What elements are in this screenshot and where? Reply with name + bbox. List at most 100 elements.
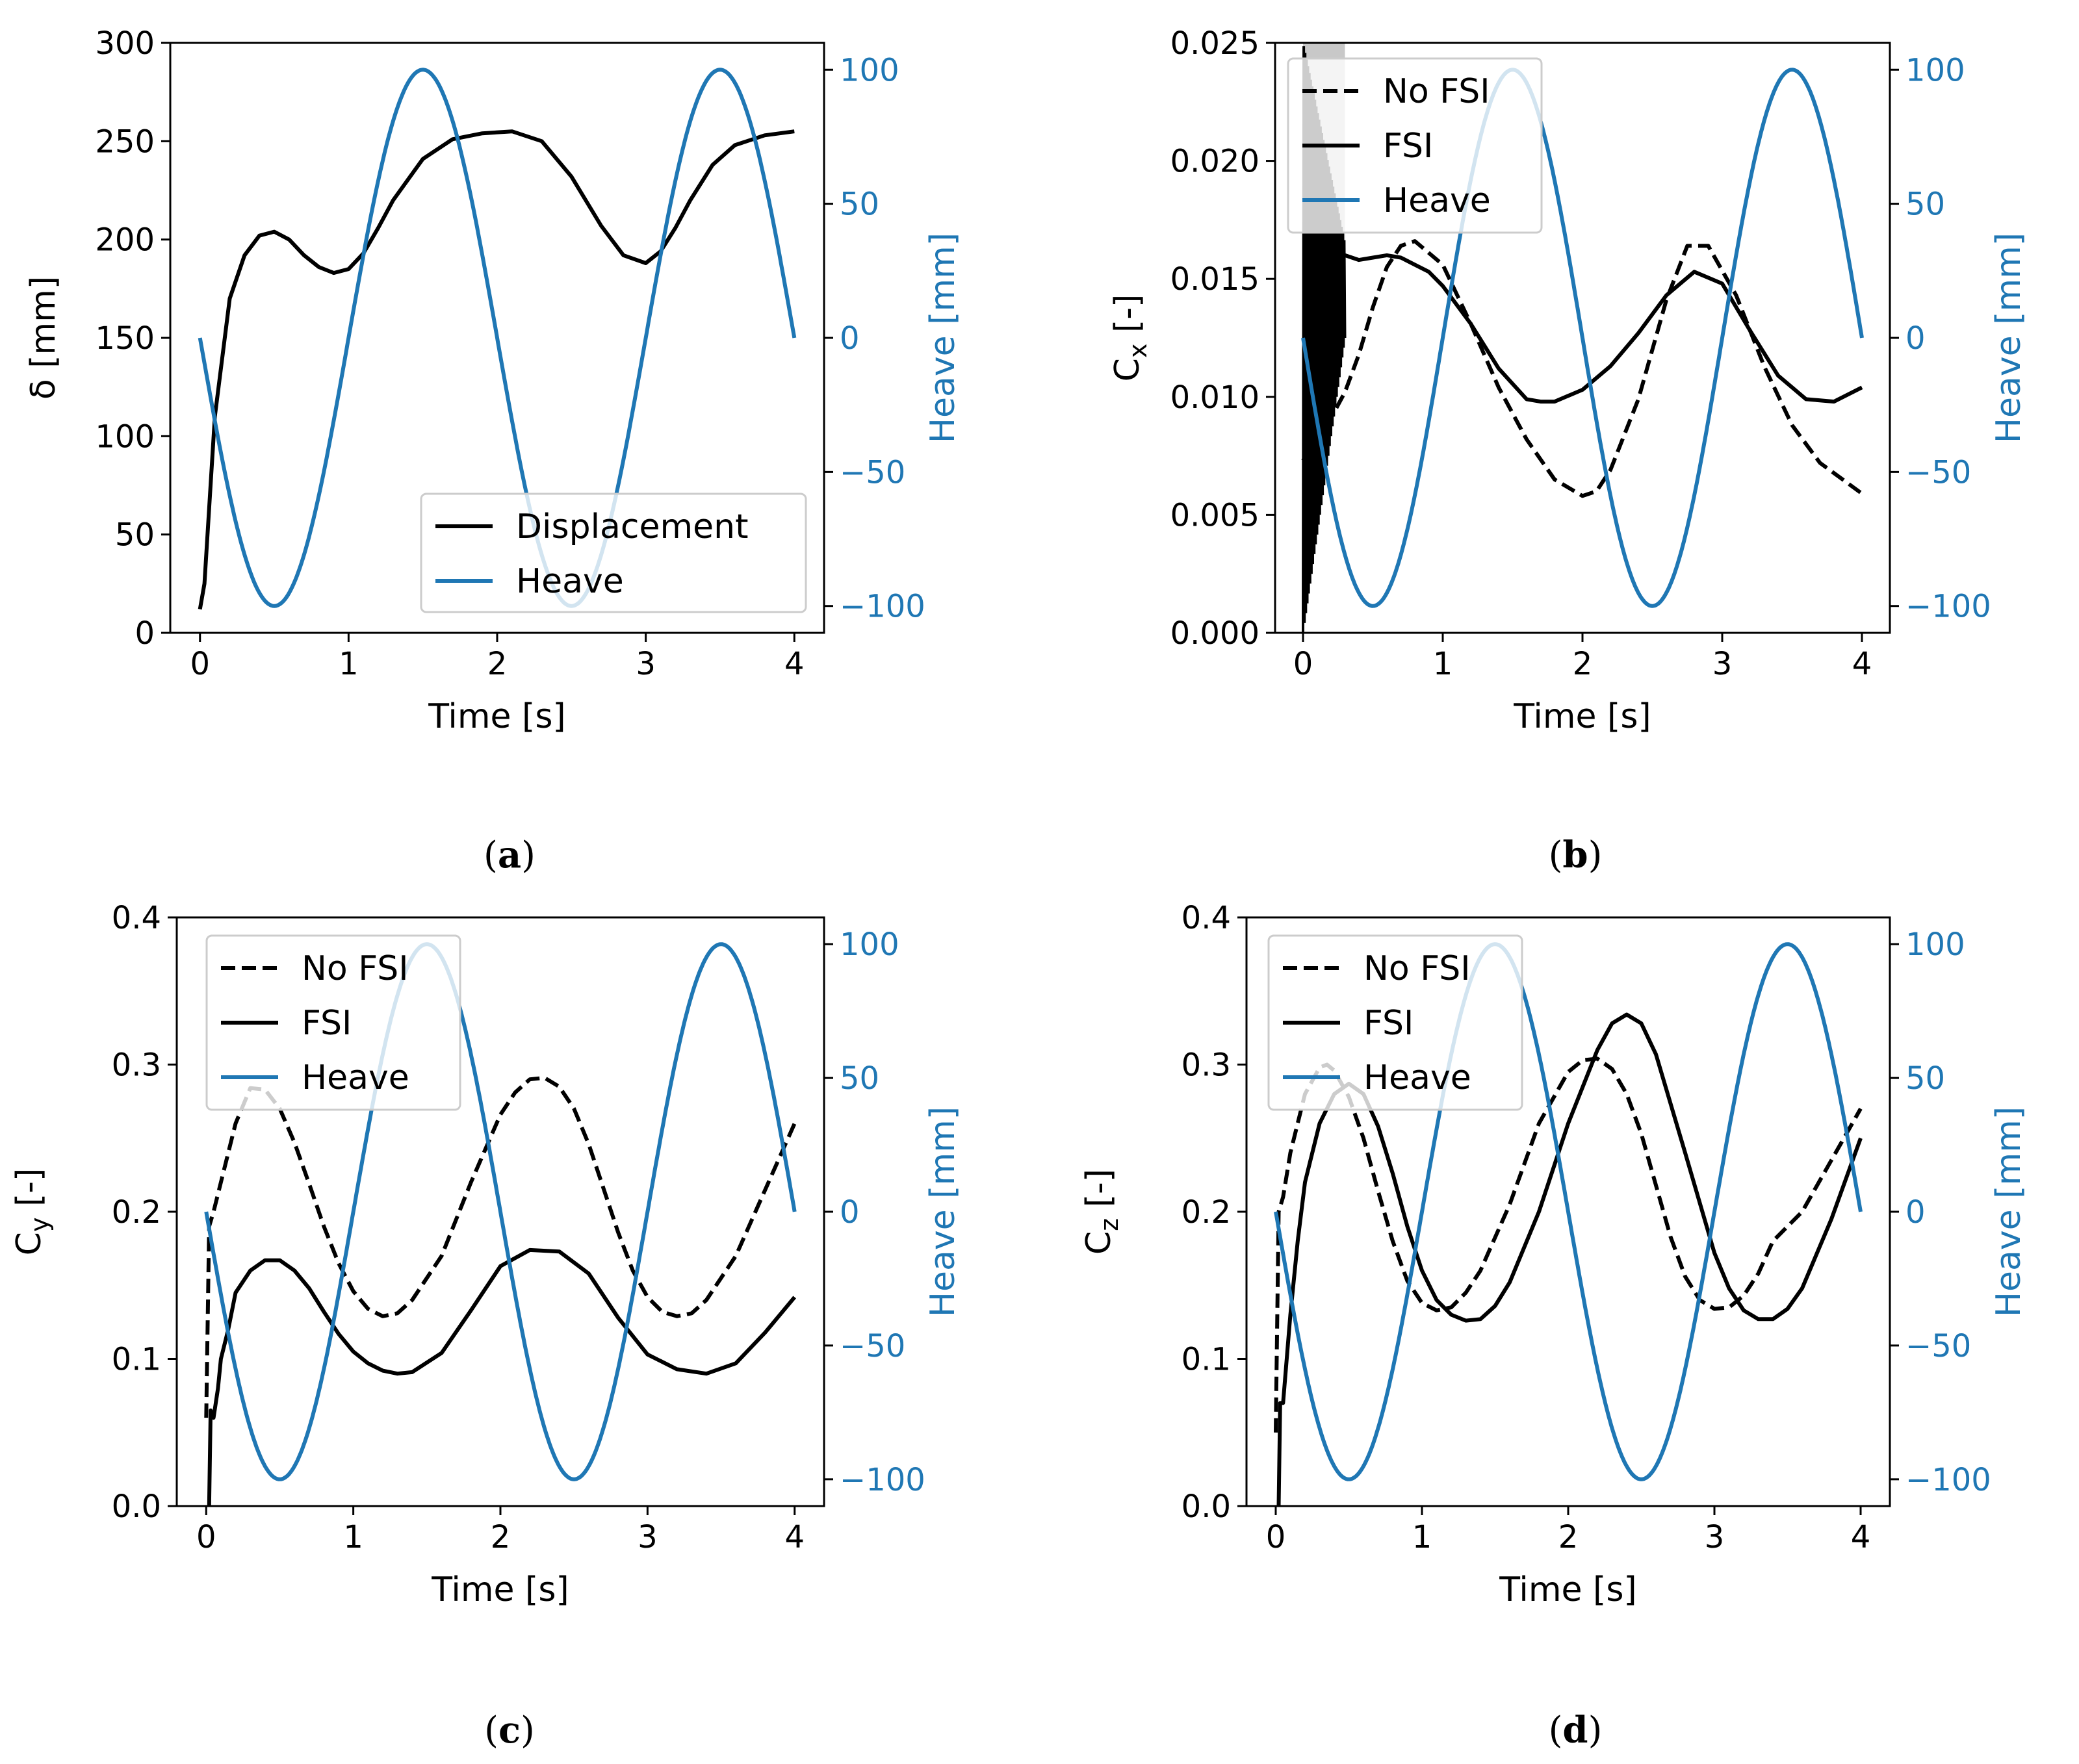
y-axis-label: δ [mm] [24, 276, 63, 400]
x-axis-label: Time [s] [431, 1570, 569, 1609]
y-tick-label: 0.000 [1170, 615, 1259, 652]
panel-b-series-heave [1301, 68, 1864, 608]
y-tick-label: 100 [95, 418, 155, 455]
legend-box [1267, 934, 1523, 1111]
heave-tick-label: 100 [840, 927, 899, 963]
panel-b-plot-layer: 0 1 2 3 4 0.000 0.005 0.010 0.015 0.020 0.025 −100 −… [1108, 25, 2028, 736]
legend-label: Heave [302, 1058, 409, 1097]
heave-tick-label: −50 [1905, 454, 1971, 491]
heave-tick-label: −100 [840, 589, 925, 625]
heave-tick-label: −100 [840, 1462, 925, 1498]
legend-label: Displacement [516, 507, 748, 546]
heave-tick-label: 50 [840, 186, 879, 223]
panel-a-series-heave [198, 68, 797, 608]
panel-b: 0 1 2 3 4 0.000 0.005 0.010 0.015 0.020 0.025 −100 −… [1108, 25, 2028, 876]
panel-d-caption: (d) [1549, 1709, 1603, 1752]
heave-tick-label: −100 [1905, 589, 1991, 625]
panel-d-plot-layer: 0 1 2 3 4 0.0 0.1 0.2 0.3 0.4 −100 −50 0 50 100 Time [s… [1079, 900, 2028, 1609]
x-axis-label: Time [s] [428, 697, 565, 736]
legend-label: Heave [1363, 1058, 1471, 1097]
x-tick-label: 0 [196, 1519, 216, 1555]
panel-d-legend: No FSI FSI Heave [1267, 934, 1523, 1111]
heave-tick-label: 50 [1905, 1060, 1945, 1097]
heave-tick-label: 0 [840, 1194, 860, 1231]
x-tick-label: 4 [784, 646, 805, 682]
panel-c-legend: No FSI FSI Heave [205, 934, 461, 1111]
y-tick-label: 0.015 [1170, 261, 1259, 298]
y-tick-label: 0.005 [1170, 497, 1259, 533]
y-axis-label: Cy [-] [10, 1168, 54, 1256]
x-tick-label: 2 [491, 1519, 511, 1555]
x-tick-label: 1 [339, 646, 359, 682]
y-tick-label: 250 [95, 123, 155, 160]
x-tick-label: 3 [1705, 1519, 1725, 1555]
heave-tick-label: 100 [840, 52, 899, 88]
x-tick-label: 3 [638, 1519, 658, 1555]
panel-b-series-no-fsi [1301, 239, 1863, 498]
y-tick-label: 0.4 [1182, 900, 1231, 936]
heave-tick-label: 100 [1905, 52, 1965, 88]
x-tick-label: 3 [1712, 646, 1733, 682]
y-tick-label: 0.1 [112, 1342, 161, 1378]
heave-tick-label: 0 [840, 320, 860, 357]
panel-c-plot-layer: 0 1 2 3 4 0.0 0.1 0.2 0.3 0.4 −100 −50 0 50 100 Time [s… [10, 900, 962, 1609]
x-tick-label: 2 [1558, 1519, 1579, 1555]
heave-tick-label: −100 [1905, 1462, 1991, 1498]
x-tick-label: 2 [487, 646, 508, 682]
y-tick-label: 300 [95, 25, 155, 62]
heave-axis-label: Heave [mm] [1989, 233, 2028, 443]
x-tick-label: 1 [343, 1519, 363, 1555]
legend-label: FSI [1363, 1004, 1414, 1043]
y-tick-label: 0.2 [1182, 1194, 1231, 1231]
y-tick-label: 0.2 [112, 1194, 161, 1231]
y-tick-label: 200 [95, 222, 155, 259]
legend-label: FSI [1383, 127, 1433, 166]
heave-axis-label: Heave [mm] [1989, 1106, 2028, 1317]
x-tick-label: 0 [1293, 646, 1313, 682]
heave-tick-label: 50 [1905, 186, 1945, 223]
legend-label: No FSI [1363, 949, 1471, 988]
x-tick-label: 4 [1852, 646, 1872, 682]
panel-b-legend: No FSI FSI Heave [1287, 57, 1543, 234]
y-tick-label: 0.3 [1182, 1047, 1231, 1084]
panel-c-series-fsi [207, 1247, 797, 1506]
x-tick-label: 0 [1266, 1519, 1286, 1555]
panel-a: 0 1 2 3 4 0 50 100 150 200 250 300 −100 −50 0 50 100 Time… [24, 25, 962, 876]
legend-label: Heave [1383, 181, 1491, 220]
panel-d-series-no-fsi [1274, 1056, 1863, 1433]
panel-c-series-heave [204, 942, 797, 1481]
heave-axis-label: Heave [mm] [923, 233, 962, 443]
panel-a-plot-layer: 0 1 2 3 4 0 50 100 150 200 250 300 −100 −50 0 50 100 Time… [24, 25, 962, 736]
panel-c: 0 1 2 3 4 0.0 0.1 0.2 0.3 0.4 −100 −50 0 50 100 Time [s… [10, 900, 962, 1752]
y-tick-label: 0.0 [112, 1489, 161, 1525]
panel-b-series-fsi [1344, 253, 1863, 404]
panel-a-caption: (a) [484, 834, 536, 876]
y-tick-label: 0.3 [112, 1047, 161, 1084]
y-axis-label: Cz [-] [1079, 1169, 1124, 1255]
y-tick-label: 0 [135, 615, 155, 652]
panel-a-legend: Displacement Heave [420, 492, 807, 613]
panel-c-series [204, 942, 797, 1506]
x-axis-label: Time [s] [1499, 1570, 1636, 1609]
legend-box [420, 492, 807, 613]
legend-label: No FSI [302, 949, 409, 988]
legend-box [1287, 57, 1543, 234]
heave-tick-label: 0 [1905, 1194, 1926, 1231]
x-tick-label: 2 [1573, 646, 1593, 682]
legend-label: FSI [302, 1004, 352, 1043]
y-tick-label: 0.1 [1182, 1342, 1231, 1378]
heave-tick-label: −50 [1905, 1328, 1971, 1364]
y-tick-label: 0.025 [1170, 25, 1259, 62]
heave-tick-label: 0 [1905, 320, 1926, 357]
panel-c-series-no-fsi [204, 1075, 797, 1418]
y-tick-label: 0.0 [1182, 1489, 1231, 1525]
heave-axis-label: Heave [mm] [923, 1106, 962, 1317]
heave-tick-label: −50 [840, 1328, 905, 1364]
heave-tick-label: 50 [840, 1060, 879, 1097]
y-tick-label: 0.010 [1170, 379, 1259, 416]
panel-a-series [198, 68, 797, 610]
panel-d-series-heave [1274, 942, 1863, 1481]
x-tick-label: 1 [1412, 1519, 1432, 1555]
panel-b-caption: (b) [1549, 834, 1603, 876]
